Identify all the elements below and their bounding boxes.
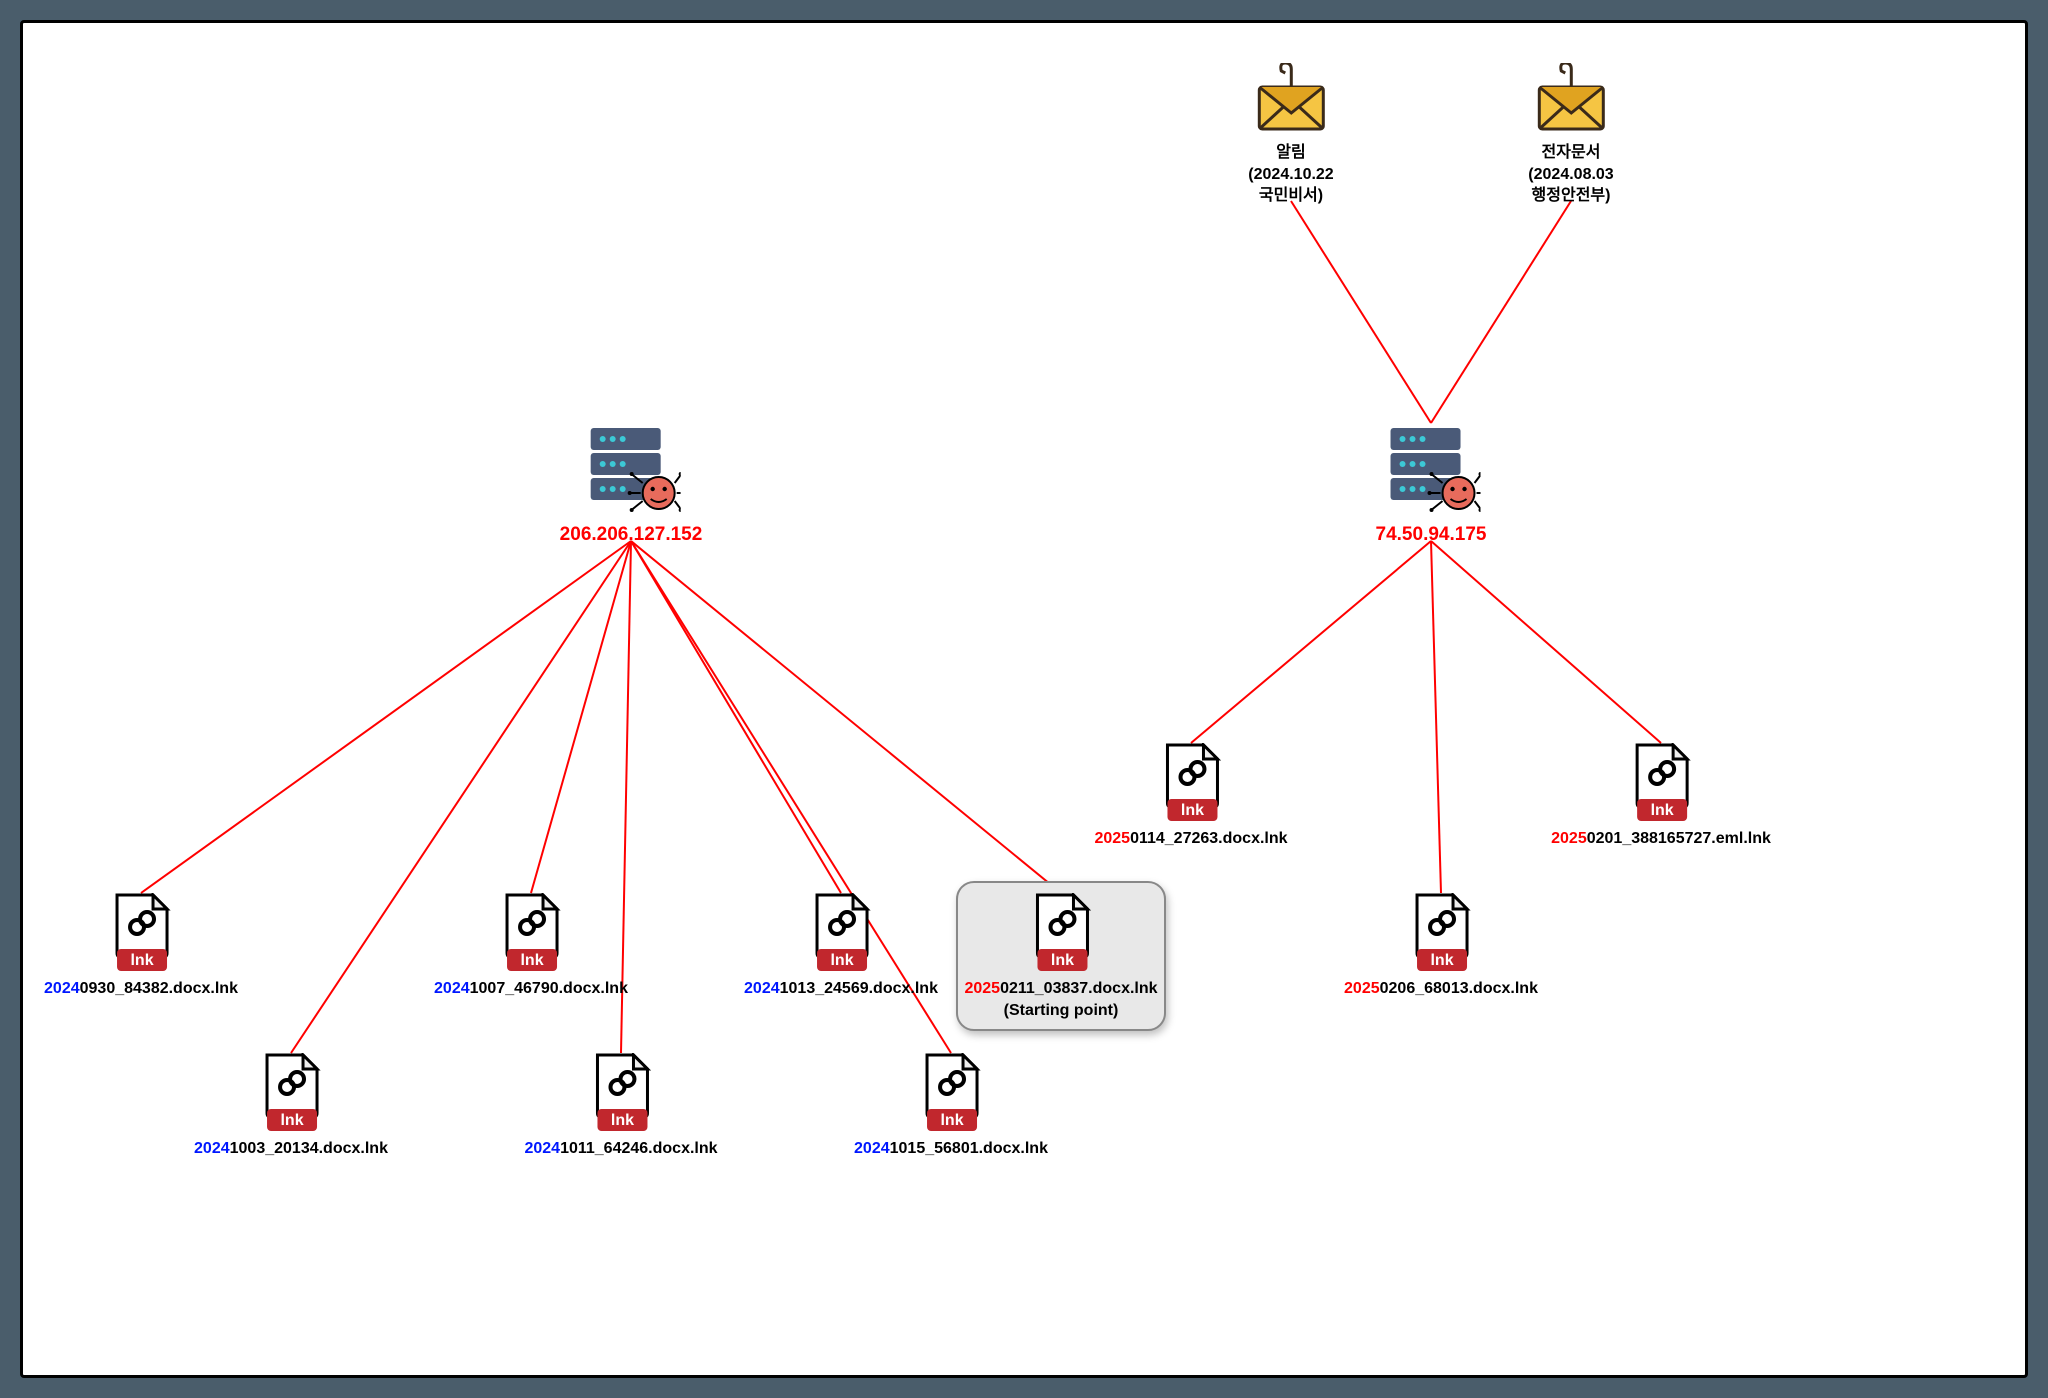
svg-text:lnk: lnk (1180, 802, 1203, 819)
file-year: 2025 (964, 980, 1000, 997)
file-year: 2024 (44, 980, 80, 997)
server-icon (1381, 500, 1481, 517)
phish-label-line: 알림 (1248, 142, 1333, 164)
edges-layer (23, 23, 2025, 1375)
svg-text:lnk: lnk (830, 952, 853, 969)
lnk-file-node: lnk 20250114_27263.docx.lnk (1094, 743, 1287, 850)
phish-label-line: (2024.08.03 (1528, 164, 1613, 186)
lnk-file-icon: lnk (1629, 810, 1693, 827)
file-rest: 1013_24569.docx.lnk (780, 980, 938, 997)
lnk-file-node: lnk 20250201_388165727.eml.lnk (1551, 743, 1771, 850)
file-rest: 0114_27263.docx.lnk (1130, 830, 1287, 847)
lnk-file-icon: lnk (259, 1120, 323, 1137)
file-label: 20250201_388165727.eml.lnk (1551, 828, 1771, 850)
phishing-icon (1531, 120, 1611, 137)
malicious-server-node: 74.50.94.175 (1376, 423, 1487, 546)
file-year: 2024 (854, 1140, 890, 1157)
file-label: 20250114_27263.docx.lnk (1094, 828, 1287, 850)
file-label: 20240930_84382.docx.lnk (44, 978, 238, 1000)
file-label: 20241003_20134.docx.lnk (194, 1138, 388, 1160)
svg-text:lnk: lnk (520, 952, 543, 969)
file-sublabel: (Starting point) (964, 1000, 1157, 1022)
lnk-file-icon: lnk (919, 1120, 983, 1137)
file-rest: 0201_388165727.eml.lnk (1587, 830, 1771, 847)
file-year: 2025 (1094, 830, 1130, 847)
server-icon (581, 500, 681, 517)
file-year: 2024 (744, 980, 780, 997)
diagram-canvas: 알림(2024.10.22국민비서) 전자문서(2024.08.03행정안전부) (20, 20, 2028, 1378)
malicious-server-node: 206.206.127.152 (560, 423, 703, 546)
file-rest: 0206_68013.docx.lnk (1380, 980, 1538, 997)
lnk-file-icon: lnk (589, 1120, 653, 1137)
phish-label-line: (2024.10.22 (1248, 164, 1333, 186)
lnk-file-icon: lnk (109, 960, 173, 977)
file-label: 20241011_64246.docx.lnk (524, 1138, 717, 1160)
file-rest: 1015_56801.docx.lnk (890, 1140, 1048, 1157)
file-rest: 0930_84382.docx.lnk (80, 980, 238, 997)
lnk-file-icon: lnk (1159, 810, 1223, 827)
file-rest: 1003_20134.docx.lnk (230, 1140, 388, 1157)
svg-text:lnk: lnk (940, 1112, 963, 1129)
lnk-file-node: lnk 20241011_64246.docx.lnk (524, 1053, 717, 1160)
svg-text:lnk: lnk (610, 1112, 633, 1129)
lnk-file-node: lnk 20241013_24569.docx.lnk (744, 893, 938, 1000)
file-label: 20241015_56801.docx.lnk (854, 1138, 1048, 1160)
file-label: 20250211_03837.docx.lnk (Starting point) (964, 978, 1157, 1021)
phish-label-line: 행정안전부) (1528, 185, 1613, 207)
phishing-email-node: 전자문서(2024.08.03행정안전부) (1528, 63, 1613, 207)
phishing-email-node: 알림(2024.10.22국민비서) (1248, 63, 1333, 207)
lnk-file-node: lnk 20250206_68013.docx.lnk (1344, 893, 1538, 1000)
file-rest: 0211_03837.docx.lnk (1000, 980, 1157, 997)
lnk-file-node: lnk 20241003_20134.docx.lnk (194, 1053, 388, 1160)
svg-text:lnk: lnk (130, 952, 153, 969)
server-ip-label: 74.50.94.175 (1376, 524, 1487, 546)
lnk-file-icon: lnk (1029, 960, 1093, 977)
file-year: 2025 (1551, 830, 1587, 847)
svg-text:lnk: lnk (1430, 952, 1453, 969)
file-label: 20241007_46790.docx.lnk (434, 978, 628, 1000)
phish-label-line: 국민비서) (1248, 185, 1333, 207)
file-year: 2024 (524, 1140, 560, 1157)
file-rest: 1007_46790.docx.lnk (470, 980, 628, 997)
lnk-file-node: lnk 20240930_84382.docx.lnk (44, 893, 238, 1000)
lnk-file-node: lnk 20250211_03837.docx.lnk (Starting po… (964, 893, 1157, 1021)
svg-text:lnk: lnk (1050, 952, 1073, 969)
phish-label-line: 전자문서 (1528, 142, 1613, 164)
file-label: 20241013_24569.docx.lnk (744, 978, 938, 1000)
lnk-file-node: lnk 20241007_46790.docx.lnk (434, 893, 628, 1000)
svg-text:lnk: lnk (280, 1112, 303, 1129)
lnk-file-icon: lnk (1409, 960, 1473, 977)
file-year: 2024 (434, 980, 470, 997)
svg-text:lnk: lnk (1650, 802, 1673, 819)
file-label: 20250206_68013.docx.lnk (1344, 978, 1538, 1000)
file-year: 2024 (194, 1140, 230, 1157)
file-year: 2025 (1344, 980, 1380, 997)
server-ip-label: 206.206.127.152 (560, 524, 703, 546)
phishing-icon (1251, 120, 1331, 137)
file-rest: 1011_64246.docx.lnk (560, 1140, 717, 1157)
lnk-file-node: lnk 20241015_56801.docx.lnk (854, 1053, 1048, 1160)
lnk-file-icon: lnk (499, 960, 563, 977)
lnk-file-icon: lnk (809, 960, 873, 977)
